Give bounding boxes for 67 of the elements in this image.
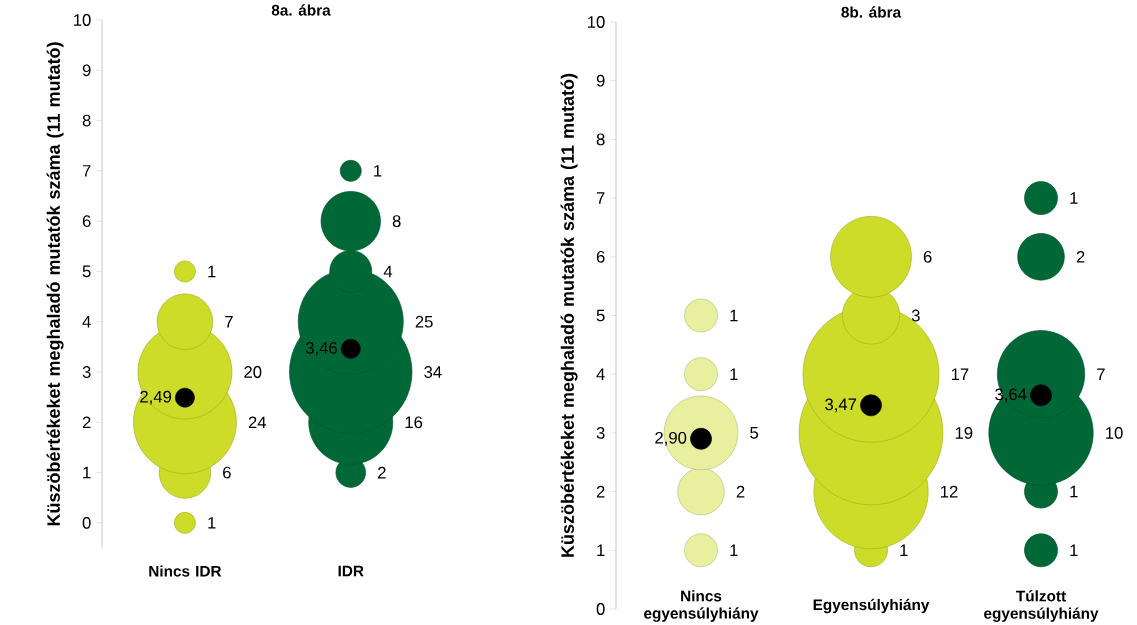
- data-label: 3,46: [305, 341, 337, 356]
- data-label: 1: [1070, 192, 1078, 204]
- y-tick-label: 0: [82, 516, 91, 529]
- data-label: 6: [923, 250, 932, 263]
- data-label: 1: [208, 517, 216, 529]
- data-label: 12: [941, 485, 958, 498]
- data-label: 1: [900, 544, 908, 557]
- y-tick-label: 10: [588, 16, 605, 28]
- y-tick-label: 1: [597, 544, 605, 557]
- data-label: 3: [911, 309, 920, 322]
- y-tick-label: 4: [596, 368, 605, 380]
- data-label: 2: [1076, 250, 1085, 263]
- chart-title: 8b. ábra: [841, 6, 902, 18]
- y-tick-label: 5: [82, 265, 91, 278]
- data-label: 4: [383, 265, 393, 278]
- y-tick-label: 3: [82, 366, 91, 378]
- data-label: 3,47: [825, 398, 857, 413]
- y-tick-label: 2: [82, 416, 91, 429]
- data-label: 25: [415, 315, 433, 328]
- data-label: 7: [225, 315, 233, 328]
- point: [860, 394, 882, 417]
- point: [1030, 384, 1052, 407]
- data-label: 8: [392, 215, 401, 228]
- y-tick-label: 8: [596, 133, 605, 146]
- data-label: 2: [736, 485, 745, 498]
- data-label: 1: [1070, 485, 1078, 498]
- x-tick-label: Nincs IDR: [149, 565, 222, 577]
- data-label: 7: [1097, 368, 1105, 380]
- data-label: 2,90: [655, 431, 687, 446]
- y-tick-label: 1: [83, 466, 91, 479]
- data-label: 34: [424, 366, 442, 378]
- y-axis-title: Küszöbértékeket meghaladó mutatók száma (11 mutató): [46, 42, 64, 526]
- y-tick-label: 9: [596, 74, 605, 87]
- x-tick-label: Túlzott egyensúlyhiány: [984, 590, 1099, 622]
- data-label: 19: [955, 427, 973, 439]
- y-tick-label: 9: [82, 64, 91, 77]
- y-axis-title: Küszöbértékeket meghaladó mutatók száma (11 mutató): [560, 73, 578, 557]
- x-tick-label: Egyensúlyhiány: [813, 598, 930, 614]
- data-label: 17: [951, 368, 969, 380]
- data-label: 24: [248, 416, 267, 429]
- data-label: 16: [405, 416, 423, 429]
- x-tick-label: IDR: [338, 565, 364, 577]
- data-label: 1: [730, 544, 738, 557]
- y-tick-label: 6: [82, 215, 91, 228]
- data-label: 1: [208, 265, 216, 278]
- data-label: 2: [378, 466, 386, 479]
- data-label: 1: [1070, 544, 1078, 557]
- y-tick-label: 3: [596, 427, 605, 439]
- x-tick-label: Nincs egyensúlyhiány: [644, 590, 759, 622]
- y-tick-label: 4: [82, 315, 91, 328]
- y-tick-label: 0: [596, 603, 605, 615]
- y-tick-label: 2: [596, 485, 605, 498]
- y-tick-label: 6: [596, 250, 605, 263]
- data-label: 1: [730, 368, 738, 380]
- data-label: 10: [1106, 427, 1123, 439]
- data-label: 6: [223, 466, 231, 479]
- data-label: 1: [730, 309, 738, 322]
- data-label: 20: [244, 366, 262, 378]
- y-tick-label: 7: [82, 165, 91, 177]
- data-label: 2,49: [140, 390, 172, 405]
- chart-title: 8a. ábra: [271, 4, 331, 16]
- data-label: 5: [750, 427, 759, 439]
- y-tick-label: 8: [82, 114, 91, 127]
- y-tick-label: 7: [596, 192, 605, 204]
- y-tick-label: 5: [596, 309, 605, 322]
- y-tick-label: 10: [74, 14, 91, 26]
- data-label: 1: [374, 165, 382, 177]
